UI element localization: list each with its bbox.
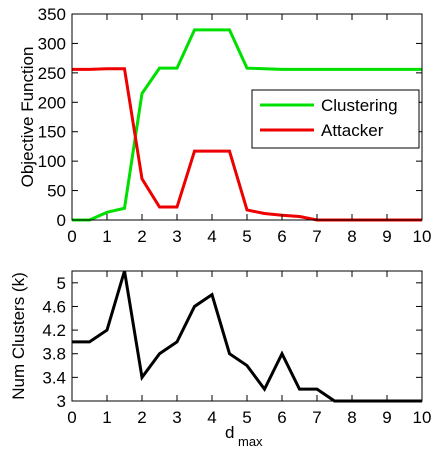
x-tick-label: 5 bbox=[242, 227, 251, 246]
y-tick-label: 200 bbox=[38, 93, 66, 112]
legend-attacker-label: Attacker bbox=[321, 121, 384, 140]
num-clusters-chart: 0 1 2 3 4 5 6 7 8 9 10 3 3.4 3.8 4.2 4.6 5 Num Clusters… bbox=[9, 270, 431, 449]
y-tick-label: 0 bbox=[57, 211, 66, 230]
x-tick-label: 1 bbox=[102, 227, 111, 246]
x-tick-label: 8 bbox=[347, 408, 356, 427]
y-tick-label: 4.6 bbox=[42, 297, 66, 316]
objective-function-x-ticks: 0 1 2 3 4 5 6 7 8 9 10 bbox=[67, 14, 431, 246]
objective-function-chart: 0 1 2 3 4 5 6 7 8 9 10 0 50 100 150 200 250 300 350 Objec… bbox=[18, 5, 431, 246]
x-tick-label: 8 bbox=[347, 227, 356, 246]
legend-box bbox=[251, 89, 420, 149]
y-tick-label: 5 bbox=[57, 274, 66, 293]
num-clusters-x-ticks: 0 1 2 3 4 5 6 7 8 9 10 bbox=[67, 271, 431, 427]
objective-function-legend: Clustering Attacker bbox=[251, 89, 420, 149]
x-tick-label: 7 bbox=[312, 227, 321, 246]
x-axis-label-subscript: max bbox=[238, 434, 263, 449]
y-tick-label: 3 bbox=[57, 392, 66, 411]
y-tick-label: 350 bbox=[38, 5, 66, 24]
x-tick-label: 10 bbox=[413, 227, 432, 246]
x-tick-label: 5 bbox=[242, 408, 251, 427]
x-tick-label: 4 bbox=[207, 408, 216, 427]
y-tick-label: 250 bbox=[38, 64, 66, 83]
y-tick-label: 3.8 bbox=[42, 345, 66, 364]
x-tick-label: 0 bbox=[67, 408, 76, 427]
x-tick-label: 4 bbox=[207, 227, 216, 246]
legend-clustering-label: Clustering bbox=[321, 96, 398, 115]
x-tick-label: 10 bbox=[413, 408, 432, 427]
x-tick-label: 2 bbox=[137, 408, 146, 427]
x-tick-label: 9 bbox=[382, 227, 391, 246]
objective-function-y-ticks: 0 50 100 150 200 250 300 350 bbox=[38, 5, 422, 230]
y-tick-label: 50 bbox=[47, 182, 66, 201]
x-tick-label: 6 bbox=[277, 408, 286, 427]
y-tick-label: 300 bbox=[38, 34, 66, 53]
y-tick-label: 150 bbox=[38, 123, 66, 142]
y-tick-label: 100 bbox=[38, 152, 66, 171]
x-tick-label: 1 bbox=[102, 408, 111, 427]
num-clusters-y-axis-label: Num Clusters (k) bbox=[9, 272, 28, 400]
x-axis-label-main: d bbox=[225, 423, 234, 442]
x-tick-label: 2 bbox=[137, 227, 146, 246]
x-tick-label: 3 bbox=[172, 227, 181, 246]
objective-function-y-axis-label: Objective Function bbox=[18, 47, 37, 188]
x-tick-label: 7 bbox=[312, 408, 321, 427]
num-clusters-y-ticks: 3 3.4 3.8 4.2 4.6 5 bbox=[42, 274, 422, 411]
x-tick-label: 9 bbox=[382, 408, 391, 427]
x-tick-label: 3 bbox=[172, 408, 181, 427]
x-tick-label: 6 bbox=[277, 227, 286, 246]
x-tick-label: 0 bbox=[67, 227, 76, 246]
y-tick-label: 4.2 bbox=[42, 321, 66, 340]
y-tick-label: 3.4 bbox=[42, 368, 66, 387]
num-clusters-x-axis-label: d max bbox=[225, 423, 263, 449]
clustering-line bbox=[72, 28, 422, 222]
